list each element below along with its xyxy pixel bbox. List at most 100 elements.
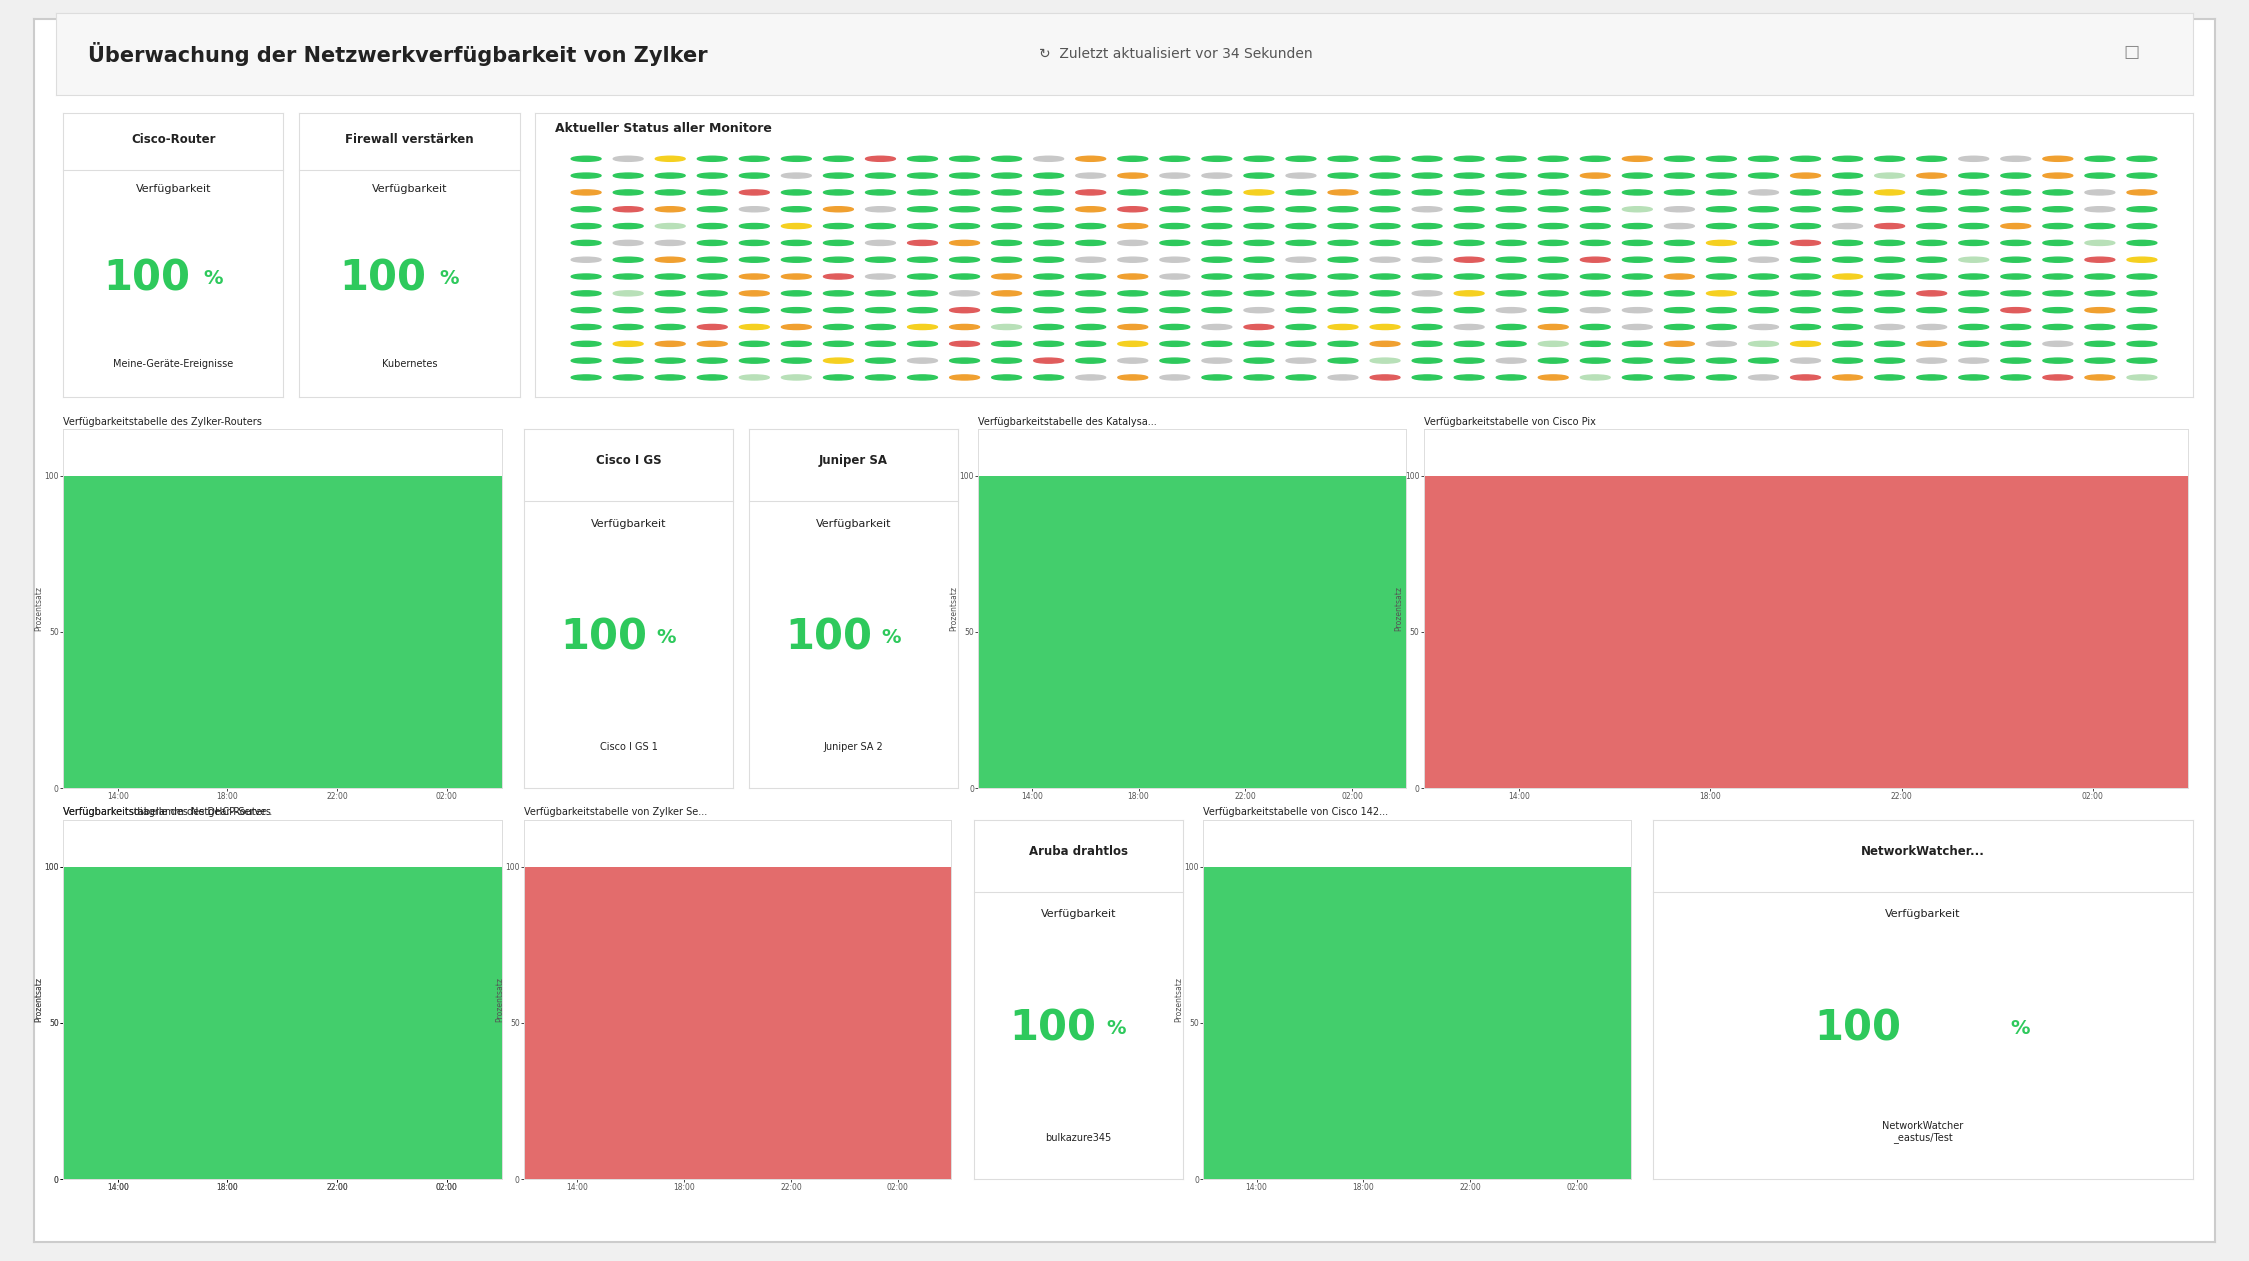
Circle shape bbox=[1876, 291, 1905, 296]
Circle shape bbox=[1160, 375, 1190, 380]
Circle shape bbox=[1581, 324, 1610, 329]
Circle shape bbox=[571, 173, 600, 178]
Circle shape bbox=[1329, 324, 1358, 329]
Circle shape bbox=[2042, 308, 2074, 313]
Circle shape bbox=[2128, 324, 2157, 329]
Circle shape bbox=[1412, 241, 1442, 246]
Circle shape bbox=[1916, 274, 1948, 279]
Text: Verfügbarkeitstabelle von Zylker Se...: Verfügbarkeitstabelle von Zylker Se... bbox=[524, 807, 706, 817]
Circle shape bbox=[992, 358, 1021, 363]
Circle shape bbox=[1075, 173, 1107, 178]
Circle shape bbox=[1160, 342, 1190, 347]
Circle shape bbox=[1455, 274, 1484, 279]
Circle shape bbox=[1035, 190, 1064, 195]
Circle shape bbox=[1538, 358, 1568, 363]
Circle shape bbox=[1075, 190, 1107, 195]
Circle shape bbox=[909, 274, 938, 279]
Circle shape bbox=[2042, 274, 2074, 279]
Circle shape bbox=[949, 375, 981, 380]
Text: 100: 100 bbox=[103, 257, 191, 299]
Circle shape bbox=[697, 308, 726, 313]
Circle shape bbox=[571, 223, 600, 228]
Circle shape bbox=[1118, 257, 1147, 262]
Circle shape bbox=[1160, 274, 1190, 279]
Circle shape bbox=[1496, 173, 1527, 178]
Text: Meine-Geräte-Ereignisse: Meine-Geräte-Ereignisse bbox=[112, 359, 234, 368]
Circle shape bbox=[780, 308, 812, 313]
Text: Verfügbarkeit: Verfügbarkeit bbox=[1041, 909, 1116, 919]
Circle shape bbox=[1370, 223, 1399, 228]
Circle shape bbox=[866, 156, 895, 161]
Circle shape bbox=[1412, 173, 1442, 178]
Circle shape bbox=[2085, 342, 2114, 347]
Circle shape bbox=[1664, 223, 1693, 228]
Circle shape bbox=[697, 173, 726, 178]
Circle shape bbox=[1747, 342, 1779, 347]
Circle shape bbox=[1286, 207, 1316, 212]
Circle shape bbox=[1747, 358, 1779, 363]
Circle shape bbox=[949, 308, 981, 313]
Text: Verfügbarkeitstabelle des Zylker-Routers: Verfügbarkeitstabelle des Zylker-Routers bbox=[63, 416, 261, 426]
Circle shape bbox=[992, 291, 1021, 296]
Circle shape bbox=[1075, 223, 1107, 228]
Circle shape bbox=[654, 291, 686, 296]
Circle shape bbox=[1075, 342, 1107, 347]
Circle shape bbox=[780, 190, 812, 195]
Circle shape bbox=[1455, 308, 1484, 313]
Circle shape bbox=[614, 156, 643, 161]
Circle shape bbox=[1581, 375, 1610, 380]
Circle shape bbox=[2128, 342, 2157, 347]
Circle shape bbox=[909, 257, 938, 262]
Circle shape bbox=[614, 257, 643, 262]
Circle shape bbox=[571, 156, 600, 161]
Circle shape bbox=[1118, 274, 1147, 279]
Circle shape bbox=[1035, 173, 1064, 178]
Text: Verfügbarkeit: Verfügbarkeit bbox=[371, 184, 448, 194]
Circle shape bbox=[1244, 358, 1273, 363]
Circle shape bbox=[1075, 308, 1107, 313]
Y-axis label: Prozentsatz: Prozentsatz bbox=[34, 977, 43, 1021]
Circle shape bbox=[1622, 308, 1653, 313]
Circle shape bbox=[1664, 291, 1693, 296]
Circle shape bbox=[2128, 173, 2157, 178]
Circle shape bbox=[1075, 274, 1107, 279]
Circle shape bbox=[697, 190, 726, 195]
Circle shape bbox=[1496, 375, 1527, 380]
Circle shape bbox=[740, 375, 769, 380]
Circle shape bbox=[1075, 241, 1107, 246]
Circle shape bbox=[866, 190, 895, 195]
Circle shape bbox=[823, 190, 852, 195]
Circle shape bbox=[1790, 173, 1819, 178]
Circle shape bbox=[1201, 241, 1232, 246]
Circle shape bbox=[2002, 241, 2031, 246]
Circle shape bbox=[1916, 358, 1948, 363]
Circle shape bbox=[1959, 342, 1988, 347]
Circle shape bbox=[1244, 324, 1273, 329]
Circle shape bbox=[1329, 257, 1358, 262]
Circle shape bbox=[1790, 375, 1819, 380]
Text: Verfügbarkeit: Verfügbarkeit bbox=[816, 518, 891, 528]
Circle shape bbox=[1959, 358, 1988, 363]
Circle shape bbox=[654, 274, 686, 279]
Circle shape bbox=[1916, 223, 1948, 228]
Circle shape bbox=[1118, 358, 1147, 363]
Circle shape bbox=[1622, 257, 1653, 262]
Circle shape bbox=[1370, 291, 1399, 296]
Circle shape bbox=[2085, 241, 2114, 246]
Circle shape bbox=[949, 274, 981, 279]
Circle shape bbox=[1496, 156, 1527, 161]
Circle shape bbox=[909, 342, 938, 347]
Circle shape bbox=[1538, 241, 1568, 246]
Circle shape bbox=[1833, 156, 1862, 161]
Circle shape bbox=[1664, 324, 1693, 329]
Circle shape bbox=[1833, 257, 1862, 262]
Circle shape bbox=[780, 156, 812, 161]
Text: %: % bbox=[2011, 1019, 2031, 1038]
Circle shape bbox=[1876, 207, 1905, 212]
Circle shape bbox=[909, 375, 938, 380]
Circle shape bbox=[1329, 241, 1358, 246]
Circle shape bbox=[1035, 358, 1064, 363]
Circle shape bbox=[909, 207, 938, 212]
Circle shape bbox=[1286, 274, 1316, 279]
Circle shape bbox=[1201, 257, 1232, 262]
